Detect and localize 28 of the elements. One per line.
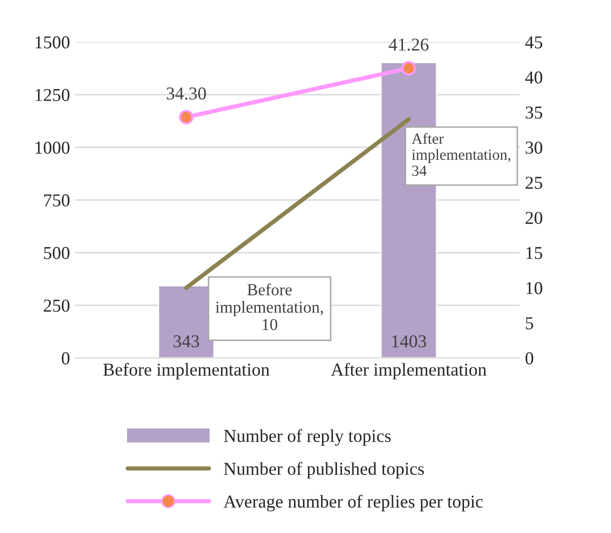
y2-tick-label: 30 bbox=[526, 142, 542, 154]
data-label: Before implementation, 10 bbox=[216, 283, 323, 330]
y2-tick-label: 35 bbox=[526, 106, 542, 119]
y-tick-label: 1250 bbox=[36, 88, 70, 102]
y-tick-label: 250 bbox=[44, 300, 70, 312]
legend-label: Number of reply topics bbox=[224, 429, 391, 446]
y2-tick-label: 20 bbox=[526, 212, 542, 224]
data-label: 41.26 bbox=[388, 38, 429, 51]
data-label: 343 bbox=[174, 335, 200, 348]
y-tick-label: 1000 bbox=[36, 142, 70, 154]
legend-label: Number of published topics bbox=[224, 462, 424, 479]
data-label: 1403 bbox=[392, 335, 426, 348]
data-label: After implementation, 34 bbox=[412, 132, 510, 176]
x-tick-label: Before implementation bbox=[103, 362, 270, 380]
y-tick-label: 1500 bbox=[36, 36, 70, 48]
x-tick-label: After implementation bbox=[330, 362, 486, 380]
y-tick-label: 500 bbox=[44, 246, 70, 260]
y-tick-label: 0 bbox=[62, 352, 70, 364]
y2-tick-label: 25 bbox=[526, 176, 542, 189]
y-tick-label: 750 bbox=[44, 194, 70, 206]
legend-label: Average number of replies per topic bbox=[224, 494, 483, 512]
data-label: 34.30 bbox=[166, 87, 206, 100]
y2-tick-label: 45 bbox=[525, 36, 542, 48]
y2-tick-label: 40 bbox=[525, 71, 542, 84]
y2-tick-label: 10 bbox=[526, 282, 542, 294]
y2-tick-label: 15 bbox=[526, 247, 542, 260]
y2-tick-label: 5 bbox=[526, 317, 534, 330]
y2-tick-label: 0 bbox=[526, 352, 534, 364]
